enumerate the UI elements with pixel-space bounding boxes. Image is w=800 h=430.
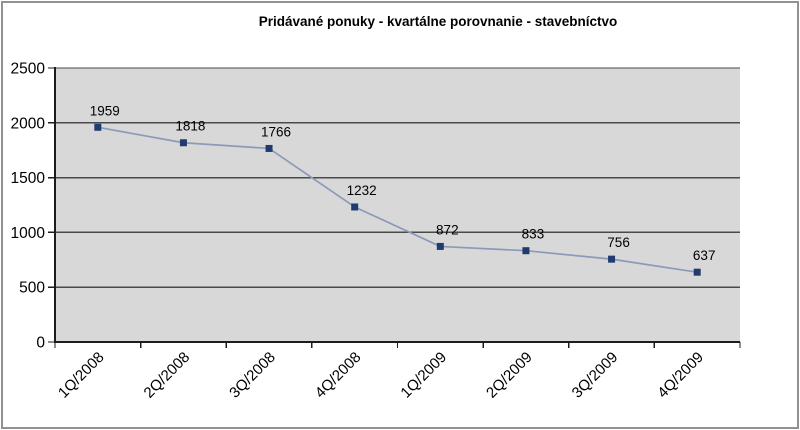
x-axis-label: 4Q/2008 — [312, 349, 365, 402]
x-axis-label: 3Q/2009 — [569, 349, 622, 402]
data-point-marker — [351, 203, 359, 211]
data-point-marker — [522, 247, 530, 255]
x-axis-label: 1Q/2009 — [397, 349, 450, 402]
data-point-marker — [94, 123, 102, 131]
data-point-marker — [179, 139, 187, 147]
y-axis-label: 500 — [19, 280, 45, 297]
y-axis-label: 2000 — [11, 115, 46, 132]
y-axis-label: 0 — [36, 335, 45, 352]
y-axis-label: 1000 — [11, 225, 46, 242]
x-axis-label: 1Q/2008 — [55, 349, 108, 402]
data-point-label: 1959 — [90, 103, 120, 118]
y-axis-label: 2500 — [11, 61, 46, 78]
data-point-label: 833 — [522, 227, 545, 242]
data-point-marker — [436, 242, 444, 250]
series-line — [97, 126, 698, 274]
data-point-marker — [265, 144, 273, 152]
data-point-label: 1232 — [347, 183, 377, 198]
data-point-label: 1766 — [261, 124, 291, 139]
data-point-label: 756 — [607, 235, 630, 250]
x-axis-label: 2Q/2008 — [141, 349, 194, 402]
data-point-label: 637 — [693, 248, 716, 263]
data-point-label: 872 — [436, 222, 459, 237]
chart-title: Pridávané ponuky - kvartálne porovnanie … — [258, 14, 618, 29]
data-point-label: 1818 — [175, 119, 205, 134]
x-axis-label: 3Q/2008 — [226, 349, 279, 402]
data-point-marker — [608, 255, 616, 263]
plot-area — [55, 68, 740, 342]
data-point-marker — [693, 268, 701, 276]
x-axis-label: 4Q/2009 — [654, 349, 707, 402]
y-axis-label: 1500 — [11, 170, 46, 187]
x-axis-label: 2Q/2009 — [483, 349, 536, 402]
